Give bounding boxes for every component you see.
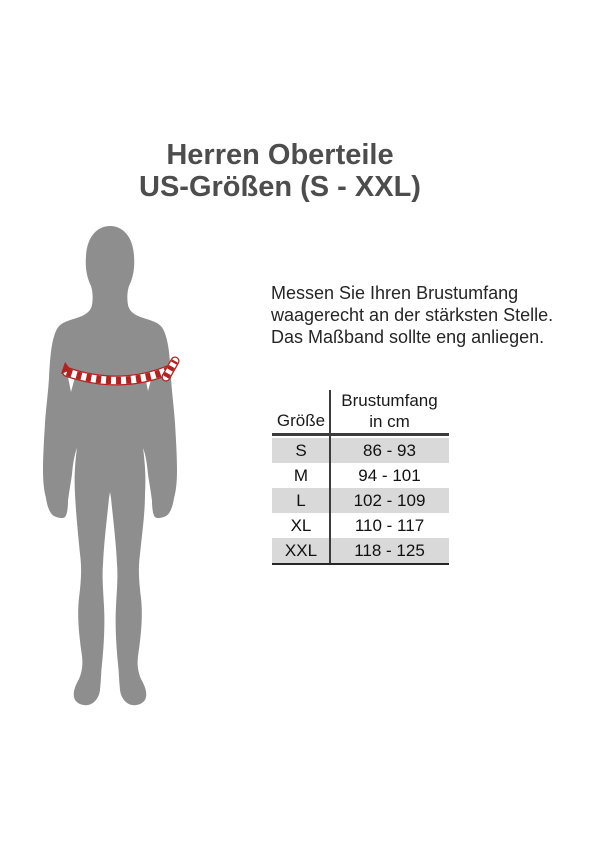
male-body-silhouette-icon <box>43 226 180 706</box>
table-column-divider <box>329 390 331 563</box>
chest-range-cell: 86 - 93 <box>363 440 416 460</box>
header-gap <box>272 436 449 438</box>
header-chest-line2: in cm <box>369 412 410 431</box>
body-shape <box>43 226 177 706</box>
table-bottom-line <box>272 563 449 565</box>
instruction-line: Messen Sie Ihren Brustumfang <box>271 283 519 303</box>
chest-range-cell: 118 - 125 <box>354 540 425 560</box>
measuring-instructions: Messen Sie Ihren Brustumfang waagerecht … <box>271 282 581 348</box>
chest-range-cell: 110 - 117 <box>354 515 425 535</box>
table-header-row: Größe Brustumfang in cm <box>272 388 449 433</box>
size-cell: XXL <box>284 540 318 560</box>
header-chest-column: Brustumfang in cm <box>330 388 449 433</box>
measuring-tape-icon <box>61 356 180 386</box>
tape-left-tip <box>61 362 71 374</box>
header-separator-line <box>272 433 449 436</box>
table-row: S 86 - 93 <box>272 438 449 463</box>
size-chart-table: Größe Brustumfang in cm S 86 - 93 M 94 -… <box>272 388 449 565</box>
size-cell: XL <box>290 515 312 535</box>
page-title: Herren Oberteile US-Größen (S - XXL) <box>0 139 560 203</box>
page-title-line2: US-Größen (S - XXL) <box>139 171 421 203</box>
table-row: M 94 - 101 <box>272 463 449 488</box>
header-chest-line1: Brustumfang <box>341 391 438 410</box>
size-cell: L <box>296 490 306 510</box>
table-row: XXL 118 - 125 <box>272 538 449 563</box>
page-title-line1: Herren Oberteile <box>166 139 394 171</box>
instruction-line: Das Maßband sollte eng anliegen. <box>271 327 545 347</box>
left-armpit-notch <box>68 377 75 392</box>
header-size-column: Größe <box>276 411 326 430</box>
figure-illustration <box>30 220 200 720</box>
table-row: XL 110 - 117 <box>272 513 449 538</box>
chest-range-cell: 94 - 101 <box>358 465 421 485</box>
size-cell: M <box>293 465 309 485</box>
instruction-line: waagerecht an der stärksten Stelle. <box>271 305 554 325</box>
table-row: L 102 - 109 <box>272 488 449 513</box>
size-cell: S <box>295 440 307 460</box>
chest-range-cell: 102 - 109 <box>353 490 426 510</box>
